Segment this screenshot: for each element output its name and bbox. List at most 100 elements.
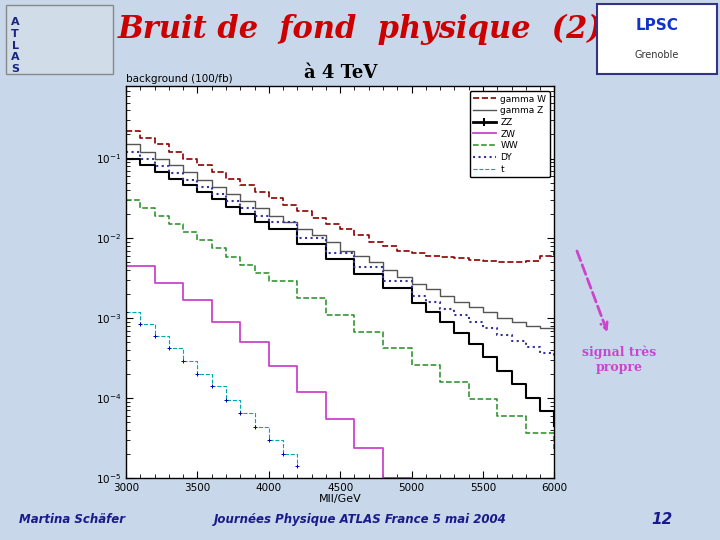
Text: Martina Schäfer: Martina Schäfer [19,513,125,526]
ZZ [207,196,216,202]
Line: gamma Z: gamma Z [126,144,554,330]
Text: 12: 12 [652,512,673,527]
DY [236,205,245,211]
Text: signal très
propre: signal très propre [582,346,657,374]
DY [150,163,159,170]
DY [464,319,473,325]
gamma Z [279,219,287,225]
gamma W [450,255,459,262]
DY [136,156,145,163]
gamma W [408,250,416,256]
Text: A: A [11,52,19,63]
Text: à 4 TeV: à 4 TeV [304,64,377,82]
gamma Z [464,303,473,310]
gamma Z [264,213,273,219]
ZZ [408,300,416,306]
Line: DY: DY [126,152,554,359]
ZZ [179,182,187,188]
gamma Z [193,177,202,183]
WW [436,379,444,385]
gamma W [222,176,230,182]
ZZ [264,226,273,233]
gamma W [150,141,159,147]
gamma W [164,149,173,156]
ZZ [236,211,245,218]
t [264,436,273,443]
WW [193,237,202,244]
gamma W [421,253,430,259]
gamma W [179,156,187,162]
t [293,463,302,469]
WW [379,345,387,352]
DY [436,306,444,312]
ZW [408,505,416,511]
gamma W [207,168,216,175]
ZZ [536,408,544,415]
gamma Z [507,319,516,325]
gamma Z [421,286,430,293]
DY [222,198,230,205]
gamma Z [436,293,444,299]
WW [164,221,173,227]
DY [293,235,302,241]
gamma W [293,208,302,214]
ZZ [222,204,230,210]
gamma W [322,221,330,227]
gamma Z [393,274,402,280]
ZZ [521,395,530,401]
WW [251,269,259,276]
gamma W [336,226,344,233]
gamma Z [408,280,416,287]
Text: LPSC: LPSC [636,18,678,32]
Line: gamma W: gamma W [126,131,554,262]
ZZ [164,176,173,182]
gamma W [307,215,316,221]
DY [179,177,187,183]
gamma W [364,239,373,245]
t [179,358,187,365]
WW [493,413,502,419]
gamma W [479,258,487,264]
gamma Z [150,156,159,162]
gamma W [550,247,559,254]
DY [507,338,516,344]
t [150,333,159,339]
DY [493,332,502,338]
t [236,410,245,416]
gamma W [193,162,202,168]
Text: Bruit de  fond  physique  (2): Bruit de fond physique (2) [117,14,603,45]
WW [322,312,330,318]
gamma W [350,232,359,238]
DY [122,149,130,156]
ZW [236,339,245,346]
WW [179,229,187,235]
WW [122,197,130,204]
t [207,383,216,390]
ZZ [150,168,159,175]
t [193,371,202,377]
gamma Z [251,205,259,211]
gamma Z [236,198,245,205]
DY [408,293,416,299]
ZW [179,296,187,303]
Text: Grenoble: Grenoble [635,50,679,60]
Text: Journées Physique ATLAS France 5 mai 2004: Journées Physique ATLAS France 5 mai 200… [214,513,506,526]
gamma W [279,202,287,208]
ZZ [450,330,459,336]
gamma Z [350,253,359,259]
WW [293,295,302,301]
ZZ [251,219,259,225]
FancyArrowPatch shape [577,251,607,329]
DY [450,312,459,318]
gamma W [251,189,259,195]
WW [464,395,473,402]
gamma W [236,182,245,188]
DY [550,355,559,362]
WW [236,261,245,268]
WW [350,328,359,335]
DY [521,343,530,350]
gamma Z [293,226,302,233]
WW [264,278,273,285]
gamma Z [479,309,487,315]
ZZ [421,309,430,315]
